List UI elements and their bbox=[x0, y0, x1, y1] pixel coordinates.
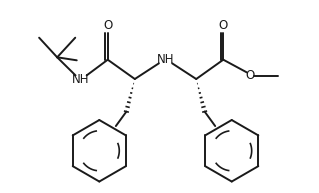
Text: NH: NH bbox=[157, 53, 174, 66]
Text: O: O bbox=[103, 19, 112, 32]
Text: NH: NH bbox=[72, 73, 89, 85]
Text: O: O bbox=[246, 69, 255, 82]
Text: O: O bbox=[219, 19, 228, 32]
